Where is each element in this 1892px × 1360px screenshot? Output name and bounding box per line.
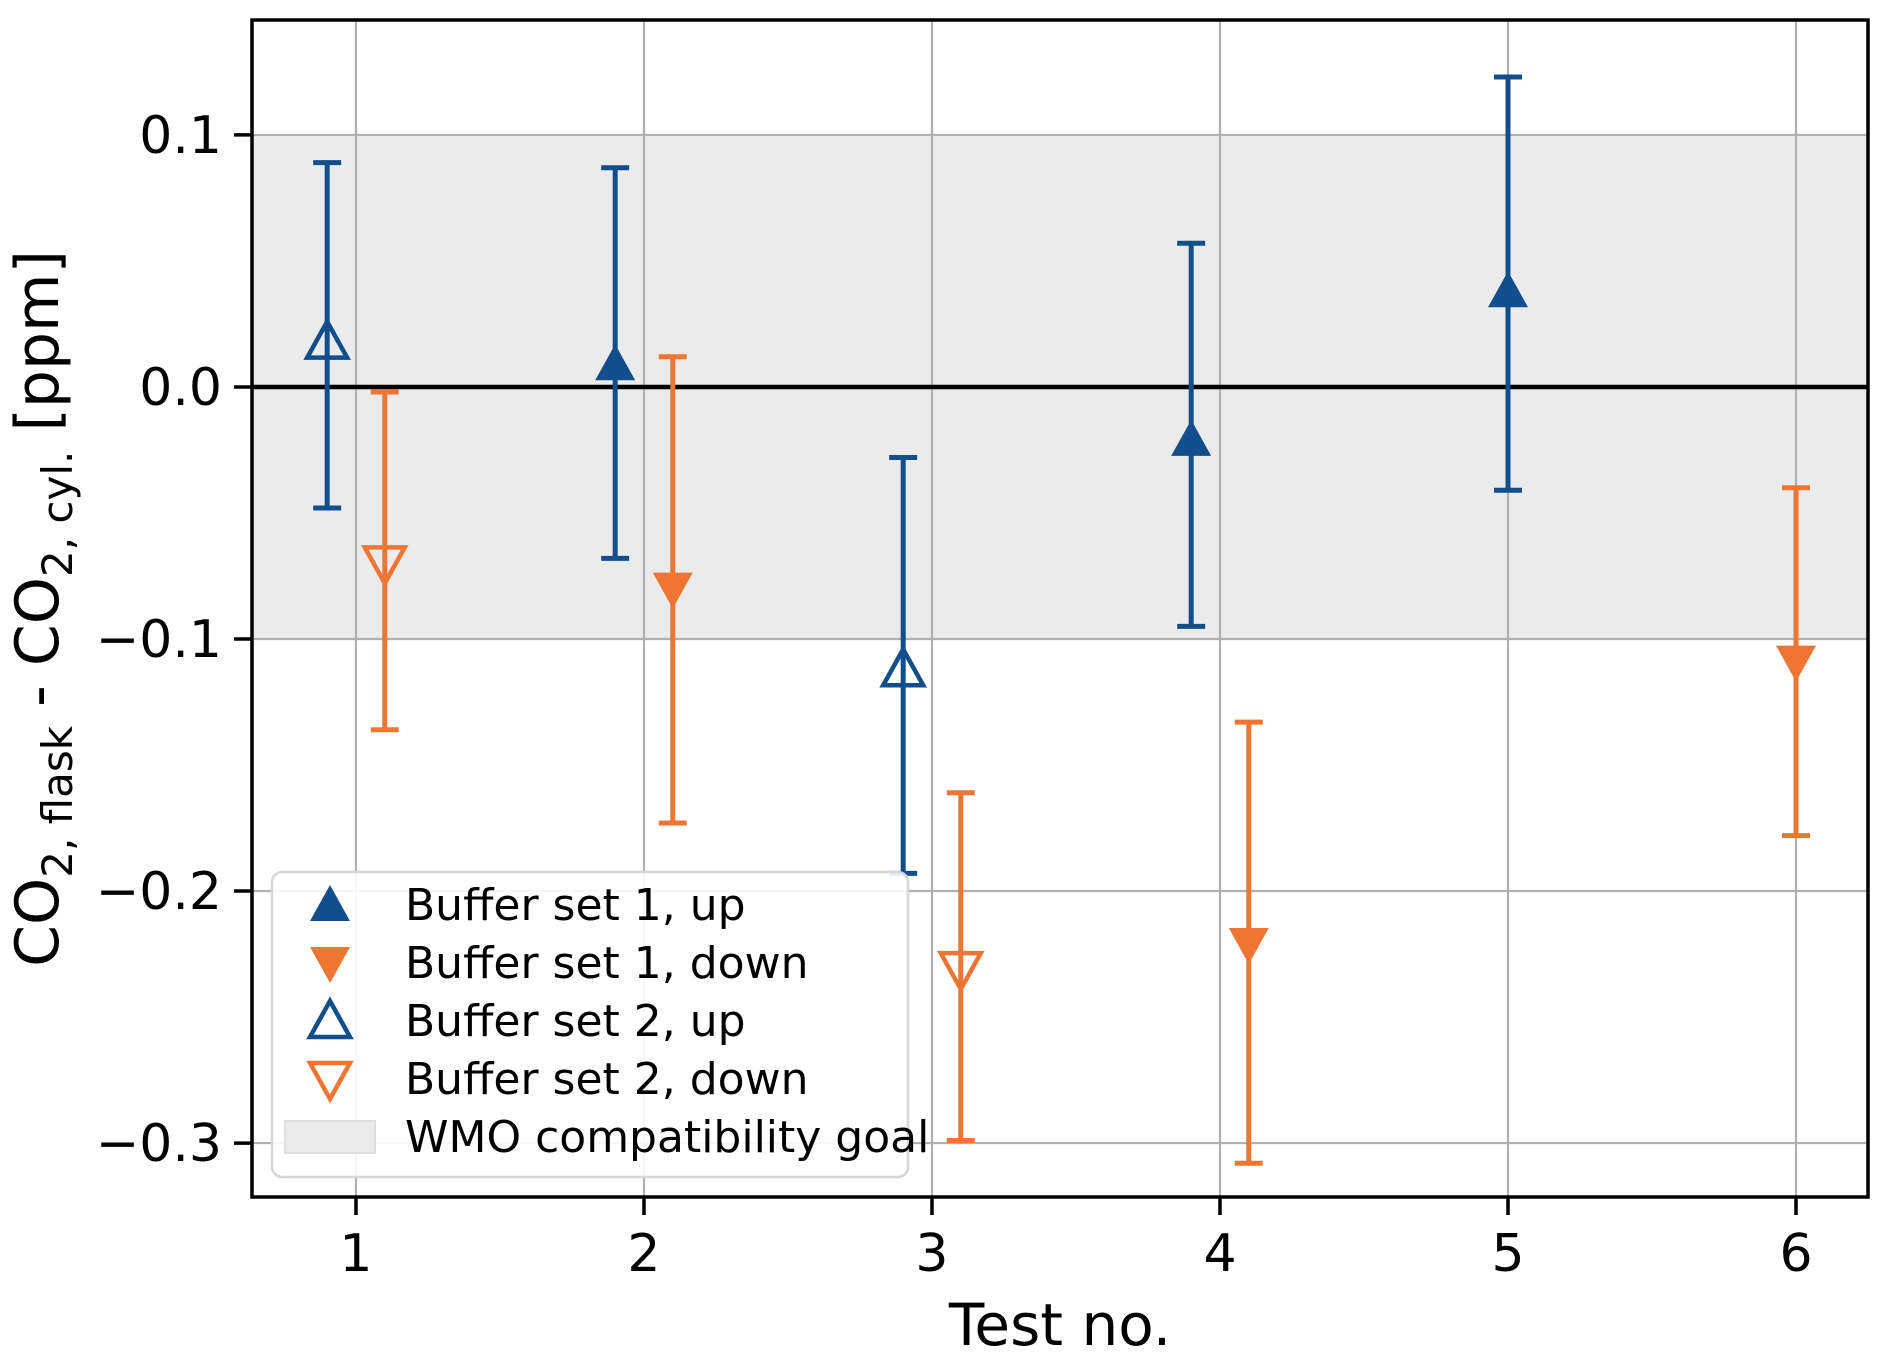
y-tick-label: 0.1 [139,106,222,166]
legend-entry-1: Buffer set 1, up [310,880,746,931]
triangle-up-marker [879,644,928,688]
legend-label: WMO compatibility goal [405,1112,929,1163]
y-axis-label: CO2, flask - CO2, cyl. [ppm] [3,250,82,967]
triangle-down-marker [1228,927,1269,964]
x-tick-label: 5 [1491,1224,1524,1284]
data-point-buffer-set-1-up-3 [1487,74,1528,493]
y-axis-label-subscript: 2, flask [33,725,82,877]
y-axis-label-part: - CO [3,577,73,726]
legend-triangle-up-marker [306,996,354,1040]
triangle-up-marker [1171,419,1212,456]
data-point-buffer-set-2-down-1 [360,389,409,733]
legend-label: Buffer set 2, down [405,1054,808,1105]
data-point-buffer-set-1-down-1 [652,354,693,826]
triangle-down-marker [360,545,409,589]
x-axis-label: Test no. [948,1291,1171,1359]
legend-entry-3: Buffer set 2, up [306,996,746,1047]
wmo-band-swatch [284,1120,376,1154]
legend-entry-4: Buffer set 2, down [306,1054,808,1105]
legend-label: Buffer set 1, down [405,938,808,989]
y-axis-label-part: CO [3,878,73,967]
legend-box [270,870,910,1179]
y-tick-label: −0.3 [96,1114,222,1174]
series-4 [360,389,985,1144]
legend-label: Buffer set 2, up [405,996,746,1047]
triangle-down-marker [652,572,693,609]
legend-triangle-up-marker [310,885,350,921]
legend-entry-2: Buffer set 1, down [310,938,808,989]
data-point-buffer-set-1-up-1 [595,165,636,561]
data-point-buffer-set-2-up-1 [303,160,351,511]
triangle-up-marker [595,344,636,381]
series-2 [652,354,1816,1166]
x-tick-label: 4 [1203,1224,1236,1284]
triangle-down-marker [936,950,985,994]
y-tick-label: 0.0 [139,358,222,418]
triangle-up-marker [1487,271,1528,308]
series-1 [595,74,1528,629]
plot-frame [250,18,1870,1199]
data-point-buffer-set-2-down-2 [936,790,985,1144]
y-tick-label: −0.2 [96,862,222,922]
triangle-down-marker [1775,645,1816,682]
y-axis-label-part: [ppm] [3,250,73,451]
y-axis-label-subscript: 2, cyl. [33,451,82,577]
triangle-up-marker [303,316,351,360]
x-tick-label: 1 [339,1224,372,1284]
series-3 [303,160,928,876]
legend-triangle-down-marker [310,947,350,983]
data-point-buffer-set-1-down-2 [1228,719,1269,1166]
data-point-buffer-set-1-up-2 [1171,240,1212,629]
y-tick-label: −0.1 [96,610,222,670]
legend-entry-5: WMO compatibility goal [284,1112,929,1163]
x-tick-label: 3 [915,1224,948,1284]
x-tick-label: 2 [627,1224,660,1284]
legend-label: Buffer set 1, up [405,880,746,931]
x-tick-label: 6 [1779,1224,1812,1284]
data-point-buffer-set-1-down-3 [1775,485,1816,839]
legend-triangle-down-marker [306,1060,354,1104]
